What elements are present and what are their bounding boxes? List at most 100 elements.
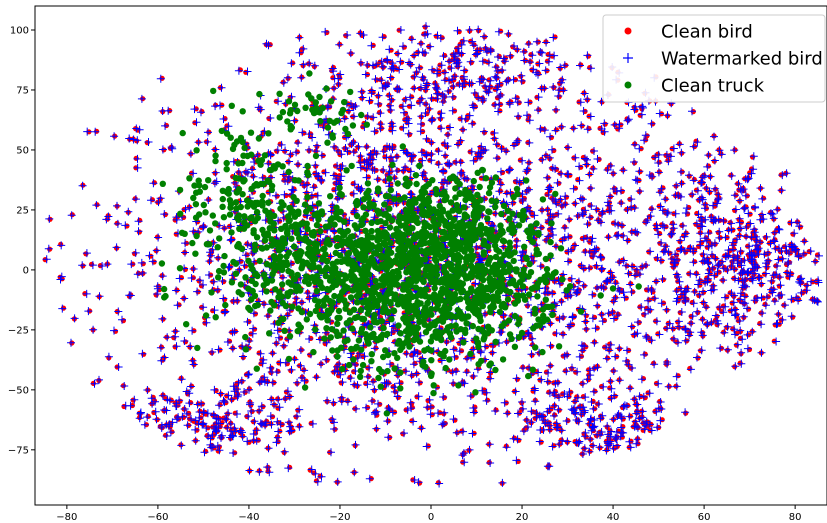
watermarked-bird-point xyxy=(153,290,162,298)
clean-bird-point xyxy=(514,376,521,382)
watermarked-bird-point xyxy=(773,262,781,270)
clean-bird-point xyxy=(403,350,409,356)
watermarked-bird-point xyxy=(624,269,633,278)
watermarked-bird-point xyxy=(67,211,76,220)
watermarked-bird-point xyxy=(647,119,656,128)
watermarked-bird-point xyxy=(772,337,781,346)
watermarked-bird-point xyxy=(173,301,182,310)
watermarked-bird-point xyxy=(199,303,208,312)
watermarked-bird-point xyxy=(633,176,642,185)
watermarked-bird-point xyxy=(757,348,766,357)
watermarked-bird-point xyxy=(286,150,295,159)
watermarked-bird-point xyxy=(579,107,588,115)
watermarked-bird-point xyxy=(446,123,454,132)
watermarked-bird-point xyxy=(350,468,359,477)
watermarked-bird-point xyxy=(243,317,252,326)
clean-bird-point xyxy=(417,380,423,386)
watermarked-bird-point xyxy=(131,195,140,204)
watermarked-bird-point xyxy=(535,437,544,446)
watermarked-bird-point xyxy=(191,436,200,445)
watermarked-bird-point xyxy=(172,286,181,295)
watermarked-bird-point xyxy=(626,384,635,393)
watermarked-bird-point xyxy=(635,167,644,176)
watermarked-bird-point xyxy=(710,156,719,165)
watermarked-bird-point xyxy=(782,169,791,178)
watermarked-bird-point xyxy=(227,235,236,244)
clean-bird-point xyxy=(701,289,707,295)
watermarked-bird-point xyxy=(681,336,690,345)
watermarked-bird-point xyxy=(606,192,615,201)
watermarked-bird-point xyxy=(681,408,690,417)
clean-bird-point xyxy=(583,156,589,162)
clean-bird-point xyxy=(769,279,775,285)
clean-bird-point xyxy=(217,402,223,408)
watermarked-bird-point xyxy=(258,173,267,182)
watermarked-bird-point xyxy=(384,433,393,442)
watermarked-bird-point xyxy=(545,462,554,471)
watermarked-bird-point xyxy=(152,246,161,255)
watermarked-bird-point xyxy=(213,285,222,294)
clean-bird-point xyxy=(368,98,374,105)
watermarked-bird-point xyxy=(98,262,107,270)
watermarked-bird-point xyxy=(626,443,635,452)
watermarked-bird-point xyxy=(281,146,290,155)
watermarked-bird-point xyxy=(236,426,245,435)
watermarked-bird-point xyxy=(409,417,418,426)
clean-bird-point xyxy=(557,80,563,86)
watermarked-bird-point xyxy=(758,194,767,203)
watermarked-bird-point xyxy=(92,201,101,210)
watermarked-bird-point xyxy=(710,132,718,141)
clean-bird-point xyxy=(287,464,293,470)
watermarked-bird-point xyxy=(133,270,142,279)
clean-bird-point xyxy=(443,77,449,83)
watermarked-bird-point xyxy=(449,345,458,354)
watermarked-bird-point xyxy=(727,171,736,180)
watermarked-bird-point xyxy=(756,184,765,193)
watermarked-bird-point xyxy=(245,337,254,345)
watermarked-bird-point xyxy=(423,403,432,412)
watermarked-bird-point xyxy=(228,344,237,353)
watermarked-bird-point xyxy=(591,324,600,333)
clean-bird-point xyxy=(607,162,613,168)
clean-bird-point xyxy=(674,339,680,345)
watermarked-bird-point xyxy=(374,99,383,108)
watermarked-bird-point xyxy=(293,378,302,387)
watermarked-bird-point xyxy=(147,196,155,205)
clean-bird-point xyxy=(422,24,428,30)
clean-bird-point xyxy=(440,98,447,104)
watermarked-bird-point xyxy=(114,307,123,316)
clean-bird-point xyxy=(484,397,491,403)
watermarked-bird-point xyxy=(214,253,223,262)
clean-bird-point xyxy=(585,53,592,59)
watermarked-bird-point xyxy=(688,107,696,116)
clean-bird-point xyxy=(607,341,613,347)
watermarked-bird-point xyxy=(733,340,742,349)
watermarked-bird-point xyxy=(716,344,725,353)
watermarked-bird-point xyxy=(514,112,523,121)
watermarked-bird-point xyxy=(89,325,98,334)
watermarked-bird-point xyxy=(565,215,574,224)
watermarked-bird-point xyxy=(511,387,520,396)
watermarked-bird-point xyxy=(565,388,574,396)
watermarked-bird-point xyxy=(480,127,488,136)
clean-bird-point xyxy=(468,59,474,66)
watermarked-bird-point xyxy=(188,326,197,335)
watermarked-bird-point xyxy=(646,247,655,256)
watermarked-bird-point xyxy=(590,338,599,347)
watermarked-bird-point xyxy=(571,153,580,162)
clean-bird-point xyxy=(738,249,744,255)
watermarked-bird-point xyxy=(127,260,136,269)
clean-bird-point xyxy=(528,52,534,58)
watermarked-bird-point xyxy=(656,398,665,406)
clean-bird-point xyxy=(763,234,769,241)
clean-bird-point xyxy=(450,84,456,90)
clean-bird-point xyxy=(222,296,228,302)
watermarked-bird-point xyxy=(737,348,746,357)
watermarked-bird-point xyxy=(524,158,533,167)
clean-bird-point xyxy=(288,152,294,158)
watermarked-bird-point xyxy=(396,26,405,34)
watermarked-bird-point xyxy=(297,73,306,82)
watermarked-bird-point xyxy=(383,417,392,426)
watermarked-bird-point xyxy=(758,210,767,219)
